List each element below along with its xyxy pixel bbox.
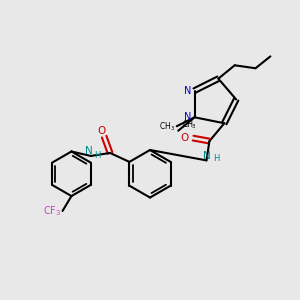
Text: CH$_3$: CH$_3$ (159, 121, 175, 133)
Text: O: O (97, 126, 105, 136)
Text: H: H (213, 154, 219, 164)
Text: O: O (180, 133, 189, 143)
Text: CH: CH (182, 120, 194, 129)
Text: 3: 3 (192, 124, 195, 129)
Text: N: N (202, 151, 210, 161)
Text: N: N (184, 112, 191, 122)
Text: N: N (184, 85, 191, 96)
Text: CF$_3$: CF$_3$ (43, 205, 61, 218)
Text: H: H (94, 151, 100, 160)
Text: N: N (85, 146, 93, 156)
